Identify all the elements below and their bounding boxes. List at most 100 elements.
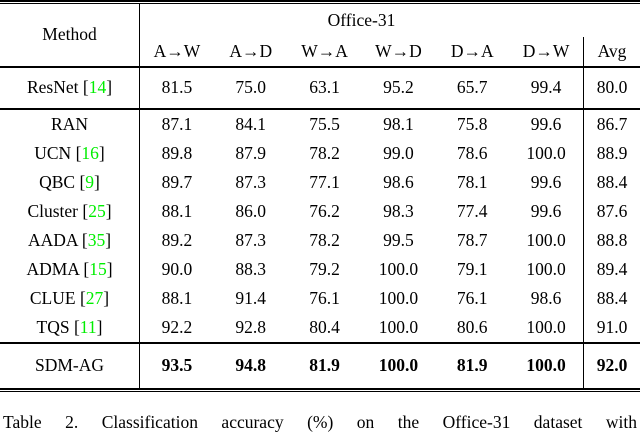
accuracy-cell: 100.0 (378, 316, 419, 337)
accuracy-cell: 94.8 (235, 355, 267, 376)
accuracy-cell: 88.3 (235, 258, 267, 279)
accuracy-cell: 75.8 (456, 113, 488, 134)
method-label: AADA (27, 229, 78, 250)
avg-cell: 88.4 (583, 284, 640, 313)
accuracy-cell: 99.4 (530, 77, 562, 98)
accuracy-cell: 100.0 (526, 142, 566, 163)
citation-bracket: ] (105, 200, 112, 221)
method-cell: CLUE [27] (0, 284, 140, 313)
accuracy-cell: 81.5 (161, 77, 193, 98)
accuracy-cell: 87.3 (235, 229, 267, 250)
citation-bracket: [ (78, 258, 90, 279)
accuracy-cell: 78.7 (456, 229, 488, 250)
accuracy-cell: 100.0 (526, 229, 566, 250)
accuracy-cell: 65.7 (456, 77, 488, 98)
citation-bracket: ] (96, 316, 103, 337)
accuracy-cell: 99.6 (530, 200, 562, 221)
accuracy-cell: 89.2 (161, 229, 193, 250)
method-label-wrap: QBC [9] (39, 171, 100, 192)
avg-header-spacer (583, 4, 640, 37)
accuracy-cell: 75.0 (235, 77, 267, 98)
accuracy-cell: 81.9 (456, 355, 488, 376)
method-label-wrap: CLUE [27] (29, 287, 109, 308)
accuracy-cell: 92.8 (235, 316, 267, 337)
method-label: UCN (34, 142, 72, 163)
citation-bracket: ] (106, 258, 113, 279)
accuracy-cell: 76.1 (309, 287, 340, 308)
accuracy-cell: 90.0 (161, 258, 193, 279)
avg-cell: 88.9 (583, 139, 640, 168)
method-cell: SDM-AG (0, 344, 140, 388)
table-caption: Table 2. Classification accuracy (%) on … (3, 412, 637, 432)
method-label-wrap: TQS [11] (36, 316, 103, 337)
accuracy-cell: 99.0 (383, 142, 414, 163)
accuracy-cell: 100.0 (378, 287, 419, 308)
accuracy-cell: 89.7 (161, 171, 193, 192)
citation-number: 9 (85, 171, 95, 192)
accuracy-cell: 95.2 (383, 77, 414, 98)
accuracy-cell: 100.0 (526, 355, 566, 376)
citation-bracket: ] (106, 77, 113, 98)
method-label-wrap: SDM-AG (35, 357, 104, 375)
accuracy-cell: 92.2 (161, 316, 193, 337)
method-label: QBC (39, 171, 76, 192)
accuracy-cell: 100.0 (526, 316, 566, 337)
method-label: CLUE (29, 287, 76, 308)
citation-number: 35 (87, 229, 106, 250)
method-label-wrap: Cluster [25] (27, 200, 112, 221)
citation-bracket: ] (98, 142, 105, 163)
task-header: W→A (301, 40, 348, 61)
method-label-wrap: ResNet [14] (27, 79, 112, 97)
method-header-label: Method (42, 24, 97, 45)
method-cell: ADMA [15] (0, 255, 140, 284)
method-label: TQS (36, 316, 70, 337)
accuracy-cell: 78.2 (309, 142, 340, 163)
accuracy-cell: 100.0 (378, 258, 419, 279)
citation-number: 11 (79, 316, 97, 337)
dataset-group-label: Office-31 (327, 9, 396, 30)
avg-cell: 87.6 (583, 197, 640, 226)
method-cell: QBC [9] (0, 168, 140, 197)
accuracy-cell: 75.5 (309, 113, 340, 134)
accuracy-cell: 80.6 (456, 316, 488, 337)
accuracy-cell: 99.5 (383, 229, 414, 250)
accuracy-cell: 77.1 (309, 171, 340, 192)
method-label: SDM-AG (34, 355, 105, 376)
method-label-wrap: UCN [16] (34, 142, 105, 163)
task-header: A→W (153, 40, 201, 61)
accuracy-cell: 78.6 (456, 142, 488, 163)
accuracy-cell: 91.4 (235, 287, 267, 308)
method-label-wrap: AADA [35] (27, 229, 111, 250)
citation-bracket: [ (77, 229, 88, 250)
method-header: Method (0, 4, 140, 66)
section-rule (0, 342, 640, 344)
task-header: W→D (375, 40, 422, 61)
method-cell: AADA [35] (0, 226, 140, 255)
method-label-wrap: ADMA [15] (26, 258, 113, 279)
accuracy-cell: 86.0 (235, 200, 267, 221)
accuracy-cell: 99.6 (530, 113, 562, 134)
accuracy-cell: 78.2 (309, 229, 340, 250)
citation-bracket: [ (71, 142, 82, 163)
accuracy-cell: 88.1 (161, 200, 193, 221)
avg-header: Avg (583, 37, 640, 66)
method-label: ADMA (26, 258, 79, 279)
method-cell: RAN (0, 110, 140, 139)
avg-cell: 89.4 (583, 255, 640, 284)
accuracy-cell: 89.8 (161, 142, 193, 163)
avg-cell: 92.0 (583, 344, 640, 388)
avg-cell: 88.8 (583, 226, 640, 255)
header-rule (0, 66, 640, 68)
method-cell: UCN [16] (0, 139, 140, 168)
accuracy-cell: 78.1 (456, 171, 488, 192)
avg-cell: 88.4 (583, 168, 640, 197)
accuracy-cell: 77.4 (456, 200, 488, 221)
accuracy-cell: 79.1 (456, 258, 488, 279)
citation-bracket: [ (75, 171, 86, 192)
section-rule (0, 108, 640, 110)
accuracy-cell: 80.4 (309, 316, 340, 337)
accuracy-cell: 100.0 (378, 355, 419, 376)
dataset-group-header: Office-31 (140, 4, 583, 37)
accuracy-cell: 84.1 (235, 113, 267, 134)
accuracy-cell: 87.3 (235, 171, 267, 192)
